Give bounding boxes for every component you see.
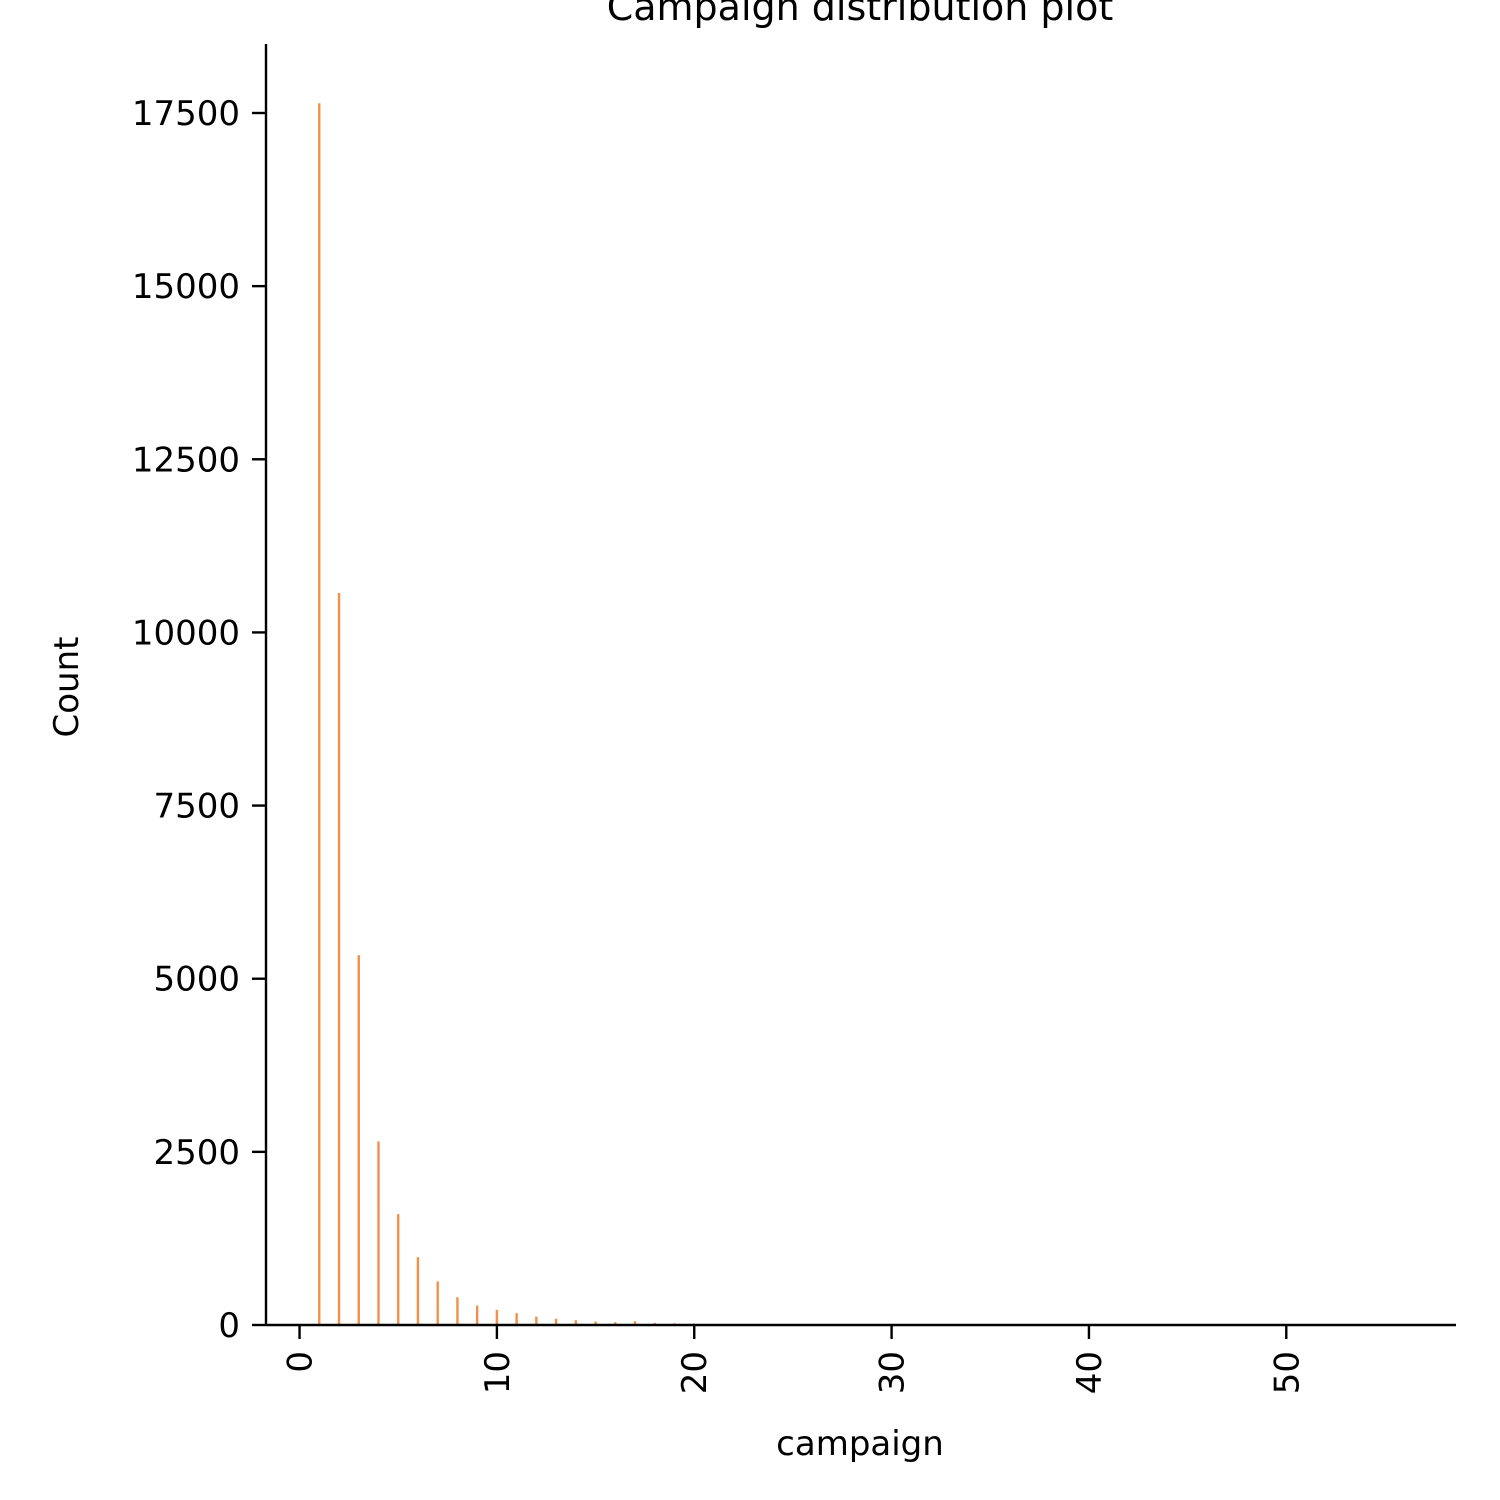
bar bbox=[574, 1320, 578, 1325]
bars-layer bbox=[318, 103, 696, 1326]
bar bbox=[456, 1297, 459, 1325]
bar bbox=[337, 592, 341, 1325]
bar bbox=[436, 1281, 439, 1325]
x-tick-label: 30 bbox=[873, 1351, 913, 1394]
x-ticks: 0 10 20 30 40 50 bbox=[281, 1325, 1307, 1394]
y-tick-label: 15000 bbox=[132, 267, 240, 307]
y-axis-label: Count bbox=[47, 637, 87, 738]
x-tick-label: 0 bbox=[281, 1351, 321, 1373]
bar bbox=[357, 955, 360, 1325]
bar bbox=[397, 1214, 400, 1325]
bar bbox=[495, 1309, 499, 1325]
y-ticks: 0 2500 5000 7500 10000 12500 15000 17500 bbox=[132, 94, 266, 1346]
y-tick-label: 12500 bbox=[132, 440, 240, 480]
bar bbox=[594, 1321, 597, 1325]
x-axis-label: campaign bbox=[776, 1424, 944, 1464]
y-tick-label: 2500 bbox=[153, 1133, 240, 1173]
x-tick-label: 20 bbox=[675, 1351, 715, 1394]
bar bbox=[318, 103, 321, 1326]
y-tick-label: 0 bbox=[218, 1306, 240, 1346]
bar bbox=[535, 1316, 538, 1325]
y-tick-label: 5000 bbox=[153, 960, 240, 1000]
x-tick-label: 10 bbox=[478, 1351, 518, 1394]
bar bbox=[633, 1321, 637, 1325]
x-tick-label: 40 bbox=[1070, 1351, 1110, 1394]
bar bbox=[614, 1322, 617, 1325]
bar bbox=[554, 1318, 558, 1325]
chart-title: Campaign distribution plot bbox=[607, 0, 1114, 29]
bar bbox=[515, 1313, 518, 1325]
bar bbox=[475, 1305, 479, 1325]
bar bbox=[377, 1141, 380, 1325]
x-tick-label: 50 bbox=[1267, 1351, 1307, 1394]
y-tick-label: 10000 bbox=[132, 613, 240, 653]
bar bbox=[416, 1257, 420, 1325]
y-tick-label: 17500 bbox=[132, 94, 240, 134]
y-tick-label: 7500 bbox=[153, 787, 240, 827]
